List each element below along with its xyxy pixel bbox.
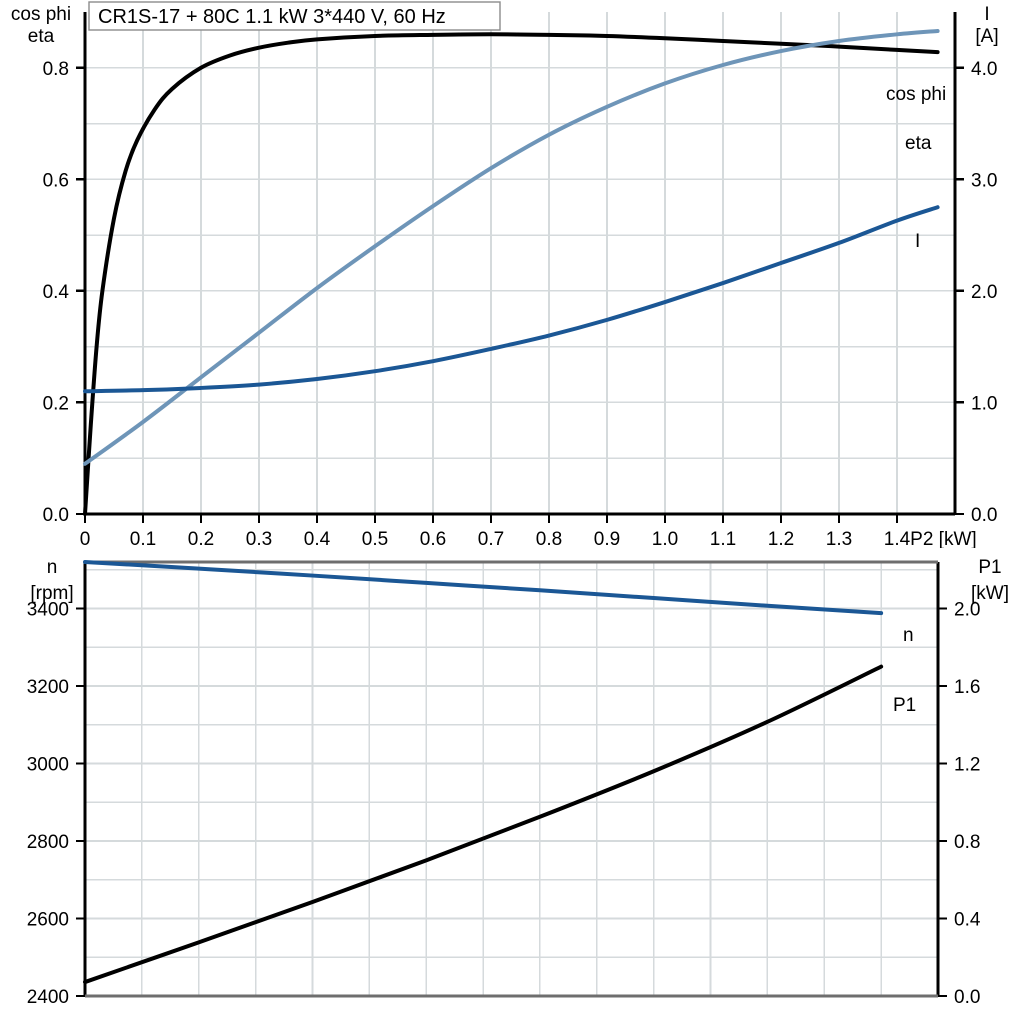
x-tick-label: 1.0 bbox=[652, 529, 678, 548]
right-tick-label: 2.0 bbox=[971, 282, 997, 303]
left-tick-label: 0.8 bbox=[43, 59, 69, 80]
left-tick-label: 3000 bbox=[27, 755, 69, 776]
left-tick-label: 0.4 bbox=[43, 282, 70, 303]
x-tick-label: 0.2 bbox=[188, 529, 214, 548]
curve-P1 bbox=[83, 664, 884, 985]
left-axis-ticks: 2400 2600 2800 3000 3200 3400 bbox=[27, 600, 85, 1008]
gridlines bbox=[85, 12, 955, 514]
right-tick-label: 3.0 bbox=[971, 170, 997, 191]
left-axis-title-line1: n bbox=[47, 557, 58, 578]
right-tick-label: 0.8 bbox=[954, 832, 980, 853]
right-axis-ticks: 0.0 0.4 0.8 1.2 1.6 2.0 bbox=[938, 600, 981, 1008]
axis-titles: n [rpm] P1 [kW] bbox=[30, 557, 1009, 604]
x-tick-label: 0.8 bbox=[536, 529, 562, 548]
x-tick-label: 1.4 bbox=[884, 529, 911, 548]
x-tick-label: 1.2 bbox=[768, 529, 794, 548]
series-label-eta: eta bbox=[905, 133, 932, 154]
series-label-current: I bbox=[915, 231, 920, 252]
left-axis-title-line1: cos phi bbox=[11, 4, 71, 25]
x-tick-label: 0 bbox=[80, 529, 91, 548]
left-tick-label: 2800 bbox=[27, 832, 69, 853]
right-axis-title-line1: I bbox=[984, 4, 989, 25]
x-tick-label: 0.4 bbox=[304, 529, 331, 548]
left-tick-label: 3400 bbox=[27, 600, 69, 621]
series-label-speed: n bbox=[903, 625, 914, 646]
right-tick-label: 0.4 bbox=[954, 910, 981, 931]
series-labels: cos phi eta I bbox=[886, 84, 946, 252]
right-tick-label: 0.0 bbox=[954, 987, 980, 1008]
right-tick-label: 1.2 bbox=[954, 755, 980, 776]
x-tick-label: 0.9 bbox=[594, 529, 620, 548]
x-axis-title: P2 [kW] bbox=[910, 529, 977, 548]
right-tick-label: 1.6 bbox=[954, 677, 980, 698]
axes bbox=[83, 560, 940, 998]
left-tick-label: 0.2 bbox=[43, 393, 69, 414]
lower-chart: 2400 2600 2800 3000 3200 3400 0.0 0.4 0.8 1.2 1.6 2… bbox=[27, 557, 1009, 1008]
x-tick-label: 0.7 bbox=[478, 529, 504, 548]
left-axis-title-line2: [rpm] bbox=[30, 583, 73, 604]
upper-chart: 0.0 0.2 0.4 0.6 0.8 0.0 1.0 2.0 3.0 4.0 0 0.1 0.2 0.3… bbox=[11, 1, 999, 548]
chart-title: CR1S-17 + 80C 1.1 kW 3*440 V, 60 Hz bbox=[88, 1, 501, 31]
x-tick-label: 1.1 bbox=[710, 529, 736, 548]
curve-I bbox=[83, 205, 940, 394]
series-label-p1: P1 bbox=[893, 695, 916, 716]
gridlines bbox=[85, 562, 938, 996]
axes bbox=[83, 12, 957, 516]
left-tick-label: 2400 bbox=[27, 987, 69, 1008]
chart-title-text: CR1S-17 + 80C 1.1 kW 3*440 V, 60 Hz bbox=[98, 6, 446, 28]
curve-cos-phi bbox=[83, 28, 940, 466]
left-tick-label: 3200 bbox=[27, 677, 69, 698]
x-axis-ticks: 0 0.1 0.2 0.3 0.4 0.5 0.6 0.7 0.8 0.9 1.0 1.1 1.2 1.3… bbox=[80, 514, 977, 548]
right-axis-title-line2: [A] bbox=[975, 26, 998, 47]
x-tick-label: 0.5 bbox=[362, 529, 388, 548]
right-tick-label: 0.0 bbox=[971, 505, 997, 526]
curves bbox=[83, 560, 884, 985]
curve-n bbox=[83, 560, 884, 616]
left-tick-label: 0.0 bbox=[43, 505, 69, 526]
left-axis-ticks: 0.0 0.2 0.4 0.6 0.8 bbox=[43, 59, 85, 526]
right-axis-ticks: 0.0 1.0 2.0 3.0 4.0 bbox=[955, 59, 997, 526]
left-tick-label: 2600 bbox=[27, 910, 69, 931]
x-tick-label: 0.3 bbox=[246, 529, 272, 548]
x-tick-label: 0.1 bbox=[130, 529, 156, 548]
curves bbox=[83, 28, 940, 516]
right-tick-label: 1.0 bbox=[971, 393, 997, 414]
x-tick-label: 1.3 bbox=[826, 529, 852, 548]
right-axis-title-line1: P1 bbox=[978, 557, 1001, 578]
left-tick-label: 0.6 bbox=[43, 170, 69, 191]
series-labels: n P1 bbox=[893, 625, 916, 716]
right-tick-label: 4.0 bbox=[971, 59, 997, 80]
x-tick-label: 0.6 bbox=[420, 529, 446, 548]
series-label-cos-phi: cos phi bbox=[886, 84, 946, 105]
curve-eta bbox=[83, 32, 940, 516]
right-axis-title-line2: [kW] bbox=[971, 583, 1009, 604]
left-axis-title-line2: eta bbox=[28, 26, 55, 47]
right-tick-label: 2.0 bbox=[954, 600, 980, 621]
